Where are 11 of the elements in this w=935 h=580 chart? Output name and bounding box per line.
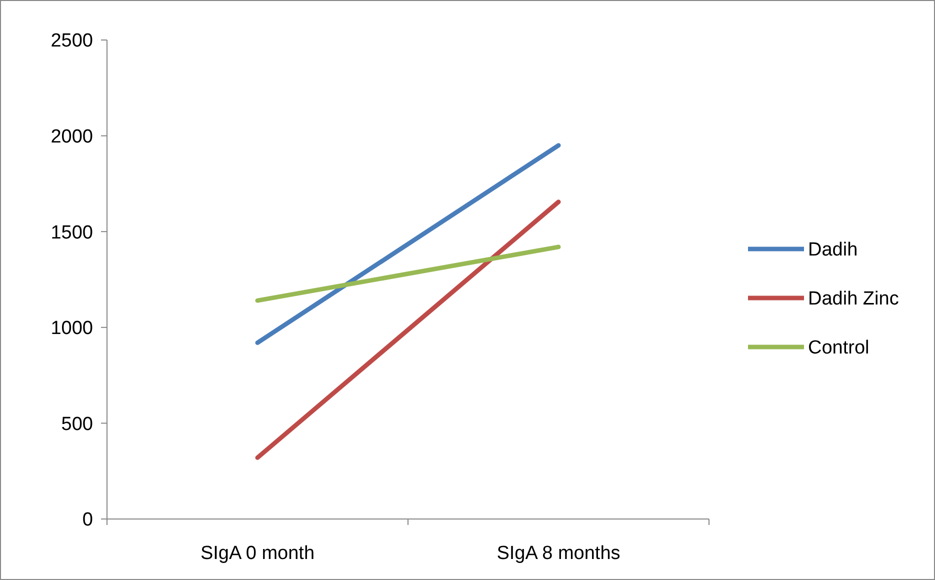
legend-label: Dadih Zinc <box>808 288 899 310</box>
y-tick-label: 2000 <box>50 126 93 148</box>
y-tick-label: 1000 <box>50 318 93 340</box>
legend-label: Control <box>808 338 870 359</box>
y-tick-label: 500 <box>61 414 93 435</box>
x-tick-label: SIgA 0 month <box>200 543 315 564</box>
y-tick-label: 0 <box>82 510 93 531</box>
y-tick-label: 2500 <box>50 30 93 52</box>
x-tick-label: SIgA 8 months <box>496 543 620 564</box>
y-tick-label: 1500 <box>50 222 93 244</box>
legend-label: Dadih <box>808 240 858 261</box>
